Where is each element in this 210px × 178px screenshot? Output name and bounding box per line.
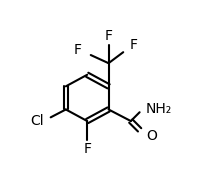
Text: Cl: Cl	[30, 114, 44, 128]
Text: NH₂: NH₂	[146, 102, 172, 116]
Text: F: F	[74, 43, 81, 57]
Text: O: O	[146, 129, 157, 143]
Text: F: F	[105, 29, 113, 43]
Text: F: F	[83, 142, 91, 156]
Text: F: F	[130, 38, 138, 52]
